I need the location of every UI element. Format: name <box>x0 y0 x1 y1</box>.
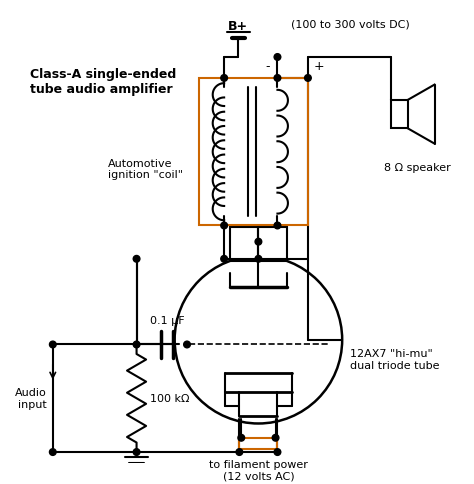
Circle shape <box>221 76 228 82</box>
Circle shape <box>133 256 140 263</box>
Text: B+: B+ <box>228 20 248 33</box>
Text: -: - <box>266 60 270 73</box>
Circle shape <box>255 256 262 263</box>
Text: 8 Ω speaker: 8 Ω speaker <box>384 162 451 172</box>
Ellipse shape <box>174 257 342 424</box>
Text: 100 kΩ: 100 kΩ <box>150 393 190 404</box>
Circle shape <box>274 76 281 82</box>
Circle shape <box>221 256 228 263</box>
Text: Automotive
ignition "coil": Automotive ignition "coil" <box>108 158 183 180</box>
Text: Audio
input: Audio input <box>15 388 47 409</box>
Circle shape <box>133 449 140 455</box>
Text: +: + <box>314 60 324 73</box>
Circle shape <box>184 341 191 348</box>
Text: to filament power
(12 volts AC): to filament power (12 volts AC) <box>209 459 308 480</box>
Circle shape <box>236 449 243 455</box>
Circle shape <box>274 55 281 61</box>
Bar <box>230 228 287 261</box>
Circle shape <box>274 449 281 455</box>
Circle shape <box>238 435 245 441</box>
Text: Class-A single-ended
tube audio amplifier: Class-A single-ended tube audio amplifie… <box>30 67 176 95</box>
Circle shape <box>255 239 262 245</box>
Bar <box>200 79 308 226</box>
Text: (100 to 300 volts DC): (100 to 300 volts DC) <box>291 20 410 30</box>
Circle shape <box>49 449 56 455</box>
Circle shape <box>272 435 279 441</box>
Bar <box>391 101 408 129</box>
Circle shape <box>305 76 311 82</box>
Circle shape <box>49 341 56 348</box>
Circle shape <box>133 341 140 348</box>
Circle shape <box>274 223 281 229</box>
Text: 0.1 μF: 0.1 μF <box>150 316 184 326</box>
Text: 12AX7 "hi-mu"
dual triode tube: 12AX7 "hi-mu" dual triode tube <box>350 348 439 370</box>
Circle shape <box>221 223 228 229</box>
